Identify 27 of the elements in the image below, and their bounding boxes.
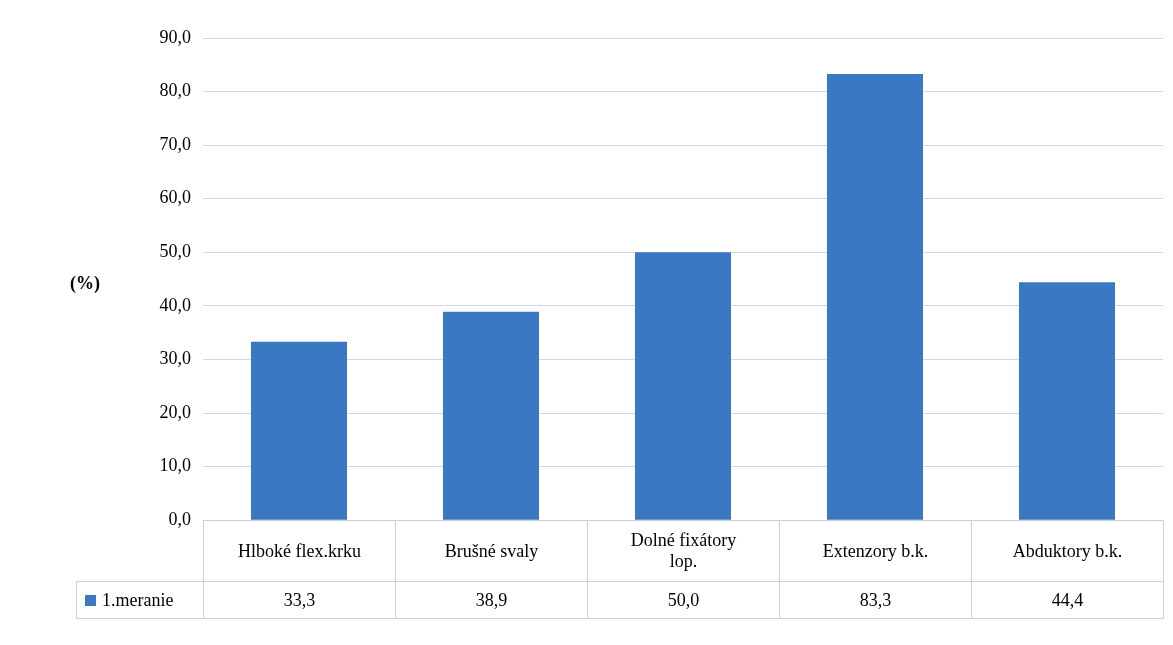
y-tick-label: 70,0 bbox=[159, 133, 191, 154]
x-tick-label: Hlboké flex.krku bbox=[203, 520, 396, 583]
data-label: 83,3 bbox=[779, 581, 972, 620]
x-tick-label: Abduktory b.k. bbox=[971, 520, 1164, 583]
data-label: 50,0 bbox=[587, 581, 780, 620]
x-tick-label: Dolné fixátory lop. bbox=[587, 520, 780, 583]
y-axis-title: (%) bbox=[70, 273, 100, 294]
data-label: 38,9 bbox=[395, 581, 588, 620]
y-tick-label: 60,0 bbox=[159, 187, 191, 208]
x-tick-label: Extenzory b.k. bbox=[779, 520, 972, 583]
y-tick-label: 80,0 bbox=[159, 80, 191, 101]
bar bbox=[827, 73, 923, 520]
bar bbox=[443, 311, 539, 520]
y-tick-label: 0,0 bbox=[168, 508, 191, 529]
bar bbox=[1019, 282, 1115, 520]
bar bbox=[635, 252, 731, 520]
y-tick-label: 50,0 bbox=[159, 241, 191, 262]
data-label: 33,3 bbox=[203, 581, 396, 620]
y-tick-label: 20,0 bbox=[159, 401, 191, 422]
y-tick-label: 40,0 bbox=[159, 294, 191, 315]
x-tick-label: Brušné svaly bbox=[395, 520, 588, 583]
y-tick-label: 10,0 bbox=[159, 455, 191, 476]
y-tick-label: 90,0 bbox=[159, 26, 191, 47]
data-label: 44,4 bbox=[971, 581, 1164, 620]
y-tick-label: 30,0 bbox=[159, 348, 191, 369]
bar bbox=[251, 341, 347, 520]
legend-label: 1.meranie bbox=[76, 581, 204, 620]
